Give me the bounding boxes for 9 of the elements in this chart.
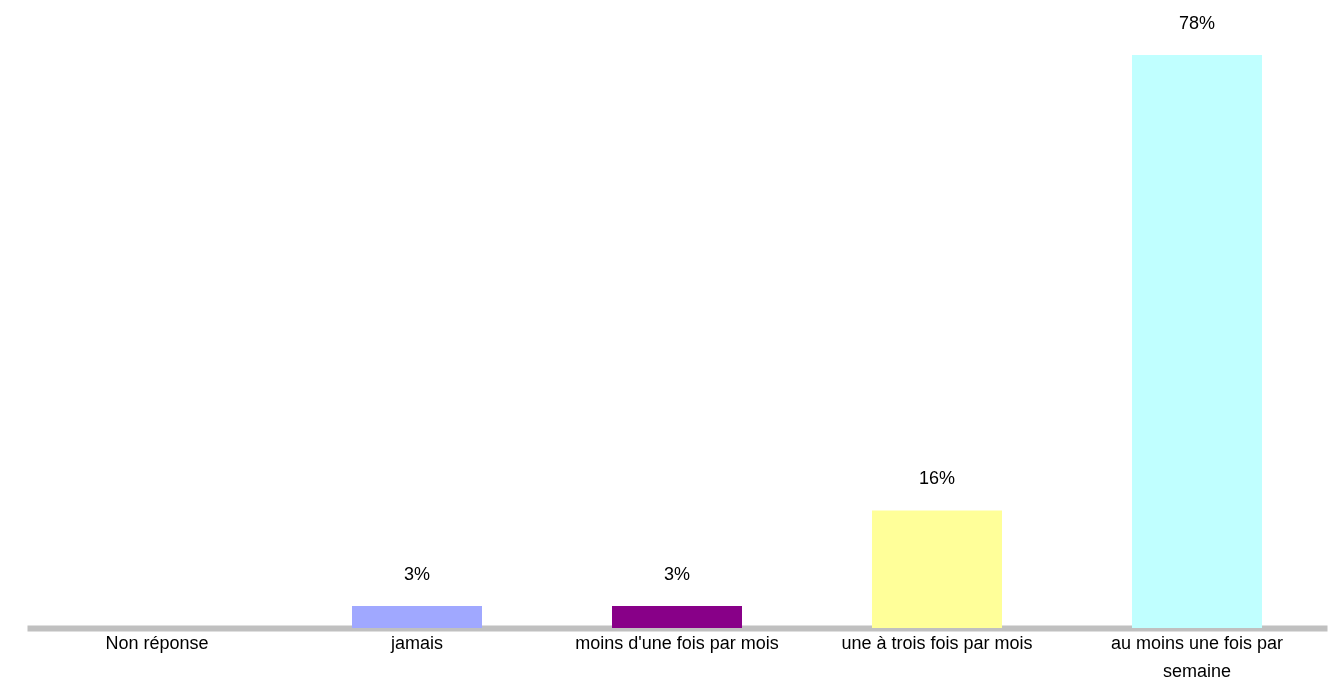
- data-label: 78%: [1178, 13, 1216, 33]
- data-label: 16%: [918, 468, 956, 489]
- x-tick-label: une à trois fois par mois: [841, 633, 1033, 653]
- x-tick-label: Non réponse: [105, 633, 209, 653]
- data-label: 3%: [403, 563, 431, 584]
- x-tick-label: moins d'une fois par mois: [575, 633, 779, 653]
- x-tick-label: au moins une fois par semaine: [1110, 633, 1284, 681]
- x-tick-label: jamais: [389, 633, 444, 653]
- data-label: 3%: [663, 563, 691, 584]
